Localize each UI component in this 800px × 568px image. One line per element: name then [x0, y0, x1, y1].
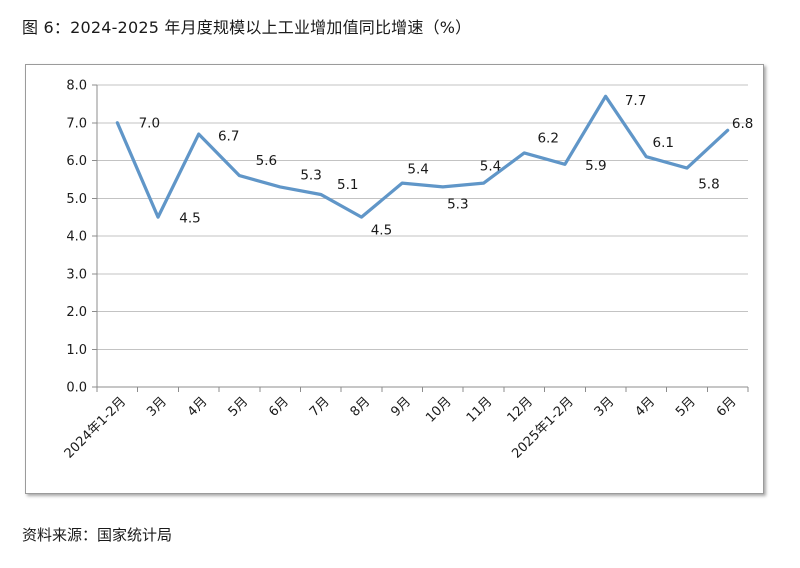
- data-label: 4.5: [371, 223, 392, 239]
- data-label: 5.9: [585, 158, 606, 174]
- line-chart-figure: 0.0 1.0 2.0 3.0 4.0 5.0 6.0 7.0 8.0 2024年1-2月 3月 4月…: [25, 64, 764, 494]
- data-label: 5.3: [447, 196, 468, 212]
- x-tick-label: 7月: [307, 394, 333, 420]
- y-tick-label: 2.0: [66, 305, 87, 320]
- chart-canvas: 0.0 1.0 2.0 3.0 4.0 5.0 6.0 7.0 8.0 2024年1-2月 3月 4月…: [62, 79, 754, 462]
- x-tick-label: 3月: [144, 394, 170, 420]
- y-tick-label: 7.0: [66, 116, 87, 131]
- x-tick-label: 12月: [505, 394, 536, 425]
- data-label: 7.7: [625, 93, 646, 109]
- y-tick-label: 6.0: [66, 154, 87, 169]
- series-line: [115, 94, 730, 219]
- x-tick-label: 8月: [348, 394, 374, 420]
- x-tick-label: 5月: [226, 394, 252, 420]
- data-label: 6.7: [218, 129, 239, 145]
- y-tick-label: 8.0: [66, 79, 87, 94]
- x-tick-label: 11月: [464, 394, 495, 425]
- y-tick-label: 3.0: [66, 267, 87, 282]
- data-label: 6.1: [653, 135, 674, 151]
- x-tick-label: 6月: [266, 394, 292, 420]
- page-title: 图 6：2024-2025 年月度规模以上工业增加值同比增速（%）: [22, 18, 472, 37]
- data-label: 4.5: [179, 211, 200, 227]
- data-label: 6.8: [732, 116, 753, 132]
- data-label: 5.1: [337, 177, 358, 193]
- data-label: 5.8: [698, 177, 719, 193]
- source-note: 资料来源：国家统计局: [22, 526, 173, 544]
- y-tick-label: 1.0: [66, 343, 87, 358]
- x-tick-label: 4月: [185, 394, 211, 420]
- data-label: 5.4: [407, 162, 428, 178]
- data-label: 5.4: [480, 159, 501, 175]
- x-tick-label: 5月: [673, 394, 699, 420]
- data-label: 5.6: [256, 153, 277, 169]
- data-label: 7.0: [139, 115, 160, 131]
- x-tick-label: 10月: [423, 394, 454, 425]
- x-tick-label: 3月: [592, 394, 618, 420]
- data-label: 5.3: [300, 167, 321, 183]
- x-tick-label: 6月: [714, 394, 740, 420]
- y-tick-label: 5.0: [66, 192, 87, 207]
- data-label: 6.2: [537, 130, 558, 146]
- x-tick-label: 9月: [388, 394, 414, 420]
- x-tick-label: 2024年1-2月: [62, 394, 129, 461]
- y-tick-label: 0.0: [66, 381, 87, 396]
- y-tick-label: 4.0: [66, 230, 87, 245]
- x-tick-label: 4月: [632, 394, 658, 420]
